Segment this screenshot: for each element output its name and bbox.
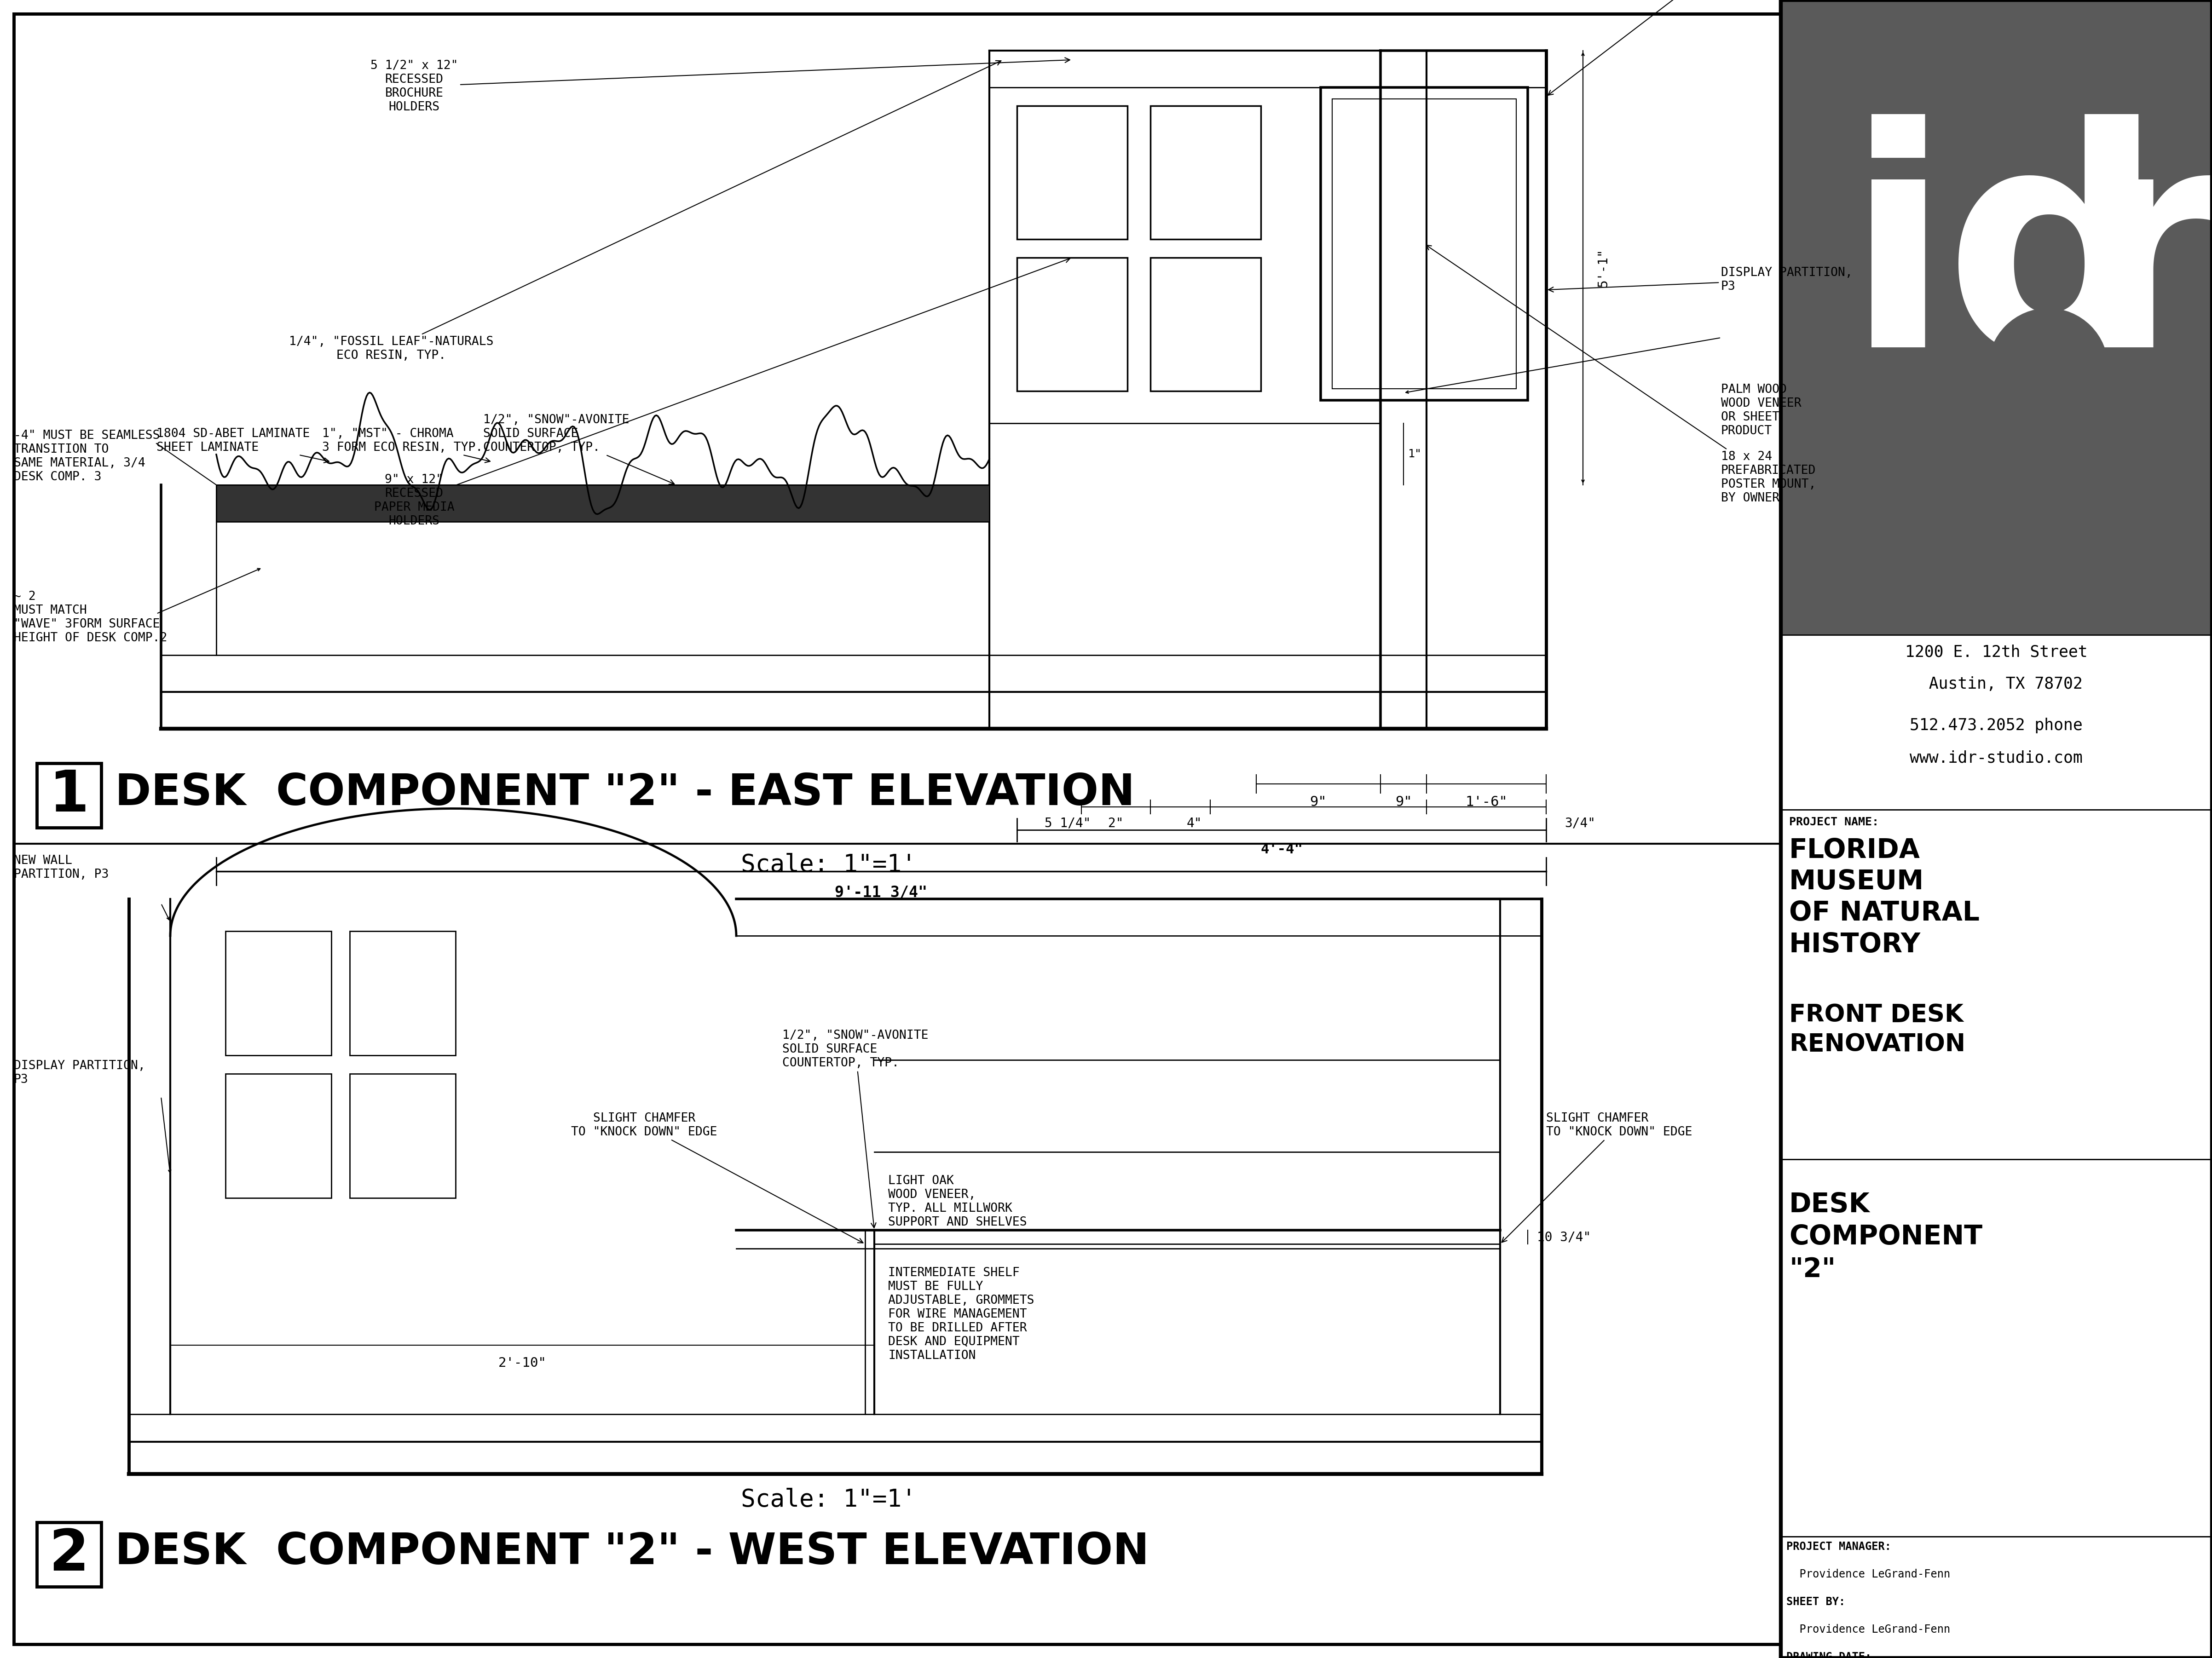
Bar bbox=[1018, 257, 1128, 391]
Bar bbox=[1781, 0, 2212, 1658]
Text: NEW WALL
PARTITION, P3: NEW WALL PARTITION, P3 bbox=[13, 856, 108, 880]
Text: 1/2", "SNOW"-AVONITE
SOLID SURFACE
COUNTERTOP, TYP.: 1/2", "SNOW"-AVONITE SOLID SURFACE COUNT… bbox=[482, 414, 675, 484]
Text: 2: 2 bbox=[49, 1527, 88, 1582]
Text: 1: 1 bbox=[49, 768, 88, 824]
Bar bbox=[1150, 106, 1261, 239]
Text: 512.473.2052 phone: 512.473.2052 phone bbox=[1909, 718, 2084, 733]
Bar bbox=[38, 1522, 102, 1587]
Text: 9": 9" bbox=[1310, 796, 1327, 809]
Text: SLIGHT CHAMFER
TO "KNOCK DOWN" EDGE: SLIGHT CHAMFER TO "KNOCK DOWN" EDGE bbox=[1502, 1113, 1692, 1242]
Text: 18 x 24
PREFABRICATED
POSTER MOUNT,
BY OWNER: 18 x 24 PREFABRICATED POSTER MOUNT, BY O… bbox=[1427, 245, 1816, 504]
Text: LIGHT OAK
WOOD VENEER,
TYP. ALL MILLWORK
SUPPORT AND SHELVES: LIGHT OAK WOOD VENEER, TYP. ALL MILLWORK… bbox=[887, 1176, 1026, 1229]
Bar bbox=[349, 932, 456, 1056]
Text: www.idr-studio.com: www.idr-studio.com bbox=[1909, 749, 2084, 766]
Bar bbox=[1781, 1537, 2212, 1658]
Text: DISPLAY PARTITION,
P3: DISPLAY PARTITION, P3 bbox=[13, 1059, 146, 1086]
Text: 4": 4" bbox=[1186, 817, 1201, 831]
Bar bbox=[349, 1074, 456, 1199]
Bar bbox=[1321, 88, 1528, 400]
Bar bbox=[1781, 635, 2212, 809]
Text: r: r bbox=[2075, 114, 2212, 411]
Circle shape bbox=[1989, 308, 2108, 428]
Text: 3/4": 3/4" bbox=[1564, 817, 1595, 831]
Text: Providence LeGrand-Fenn: Providence LeGrand-Fenn bbox=[1787, 1623, 1951, 1635]
Text: DRAWING DATE:: DRAWING DATE: bbox=[1787, 1651, 1871, 1658]
Bar bbox=[13, 13, 1781, 1645]
Text: 1'-6": 1'-6" bbox=[1464, 796, 1506, 809]
Text: i: i bbox=[1845, 114, 1951, 411]
Text: PROJECT NAME:: PROJECT NAME: bbox=[1790, 817, 1878, 827]
Text: 10 3/4": 10 3/4" bbox=[1537, 1230, 1590, 1244]
Text: ~ 2
MUST MATCH
"WAVE" 3FORM SURFACE
HEIGHT OF DESK COMP.2: ~ 2 MUST MATCH "WAVE" 3FORM SURFACE HEIG… bbox=[13, 590, 168, 643]
Text: 4'-4": 4'-4" bbox=[1261, 842, 1303, 856]
Text: DISPLAY PARTITION,
P3: DISPLAY PARTITION, P3 bbox=[1548, 267, 1851, 292]
Text: 2'-10": 2'-10" bbox=[498, 1356, 546, 1370]
Text: SLIGHT CHAMFER
TO "KNOCK DOWN" EDGE: SLIGHT CHAMFER TO "KNOCK DOWN" EDGE bbox=[571, 1113, 863, 1244]
Text: 1200 E. 12th Street: 1200 E. 12th Street bbox=[1905, 643, 2088, 660]
Text: PROJECT MANAGER:: PROJECT MANAGER: bbox=[1787, 1542, 1891, 1552]
Text: 1/4", "FOSSIL LEAF"-NATURALS
ECO RESIN, TYP.: 1/4", "FOSSIL LEAF"-NATURALS ECO RESIN, … bbox=[290, 61, 1002, 361]
Text: 1", "MST" - CHROMA
3 FORM ECO RESIN, TYP.: 1", "MST" - CHROMA 3 FORM ECO RESIN, TYP… bbox=[323, 428, 491, 463]
Bar bbox=[1150, 257, 1261, 391]
Text: 1/2", "SNOW"-AVONITE
SOLID SURFACE
COUNTERTOP, TYP.: 1/2", "SNOW"-AVONITE SOLID SURFACE COUNT… bbox=[783, 1030, 929, 1229]
Text: 5 1/2" x 12"
RECESSED
BROCHURE
HOLDERS: 5 1/2" x 12" RECESSED BROCHURE HOLDERS bbox=[369, 58, 1071, 113]
Text: DESK  COMPONENT "2" - EAST ELEVATION: DESK COMPONENT "2" - EAST ELEVATION bbox=[115, 773, 1135, 814]
Text: Providence LeGrand-Fenn: Providence LeGrand-Fenn bbox=[1787, 1568, 1951, 1580]
Text: INTERMEDIATE SHELF
MUST BE FULLY
ADJUSTABLE, GROMMETS
FOR WIRE MANAGEMENT
TO BE : INTERMEDIATE SHELF MUST BE FULLY ADJUSTA… bbox=[887, 1267, 1035, 1361]
Bar bbox=[38, 763, 102, 827]
Text: DESK  COMPONENT "2" - WEST ELEVATION: DESK COMPONENT "2" - WEST ELEVATION bbox=[115, 1530, 1150, 1573]
Text: 9" x 12"
RECESSED
PAPER MEDIA
HOLDERS: 9" x 12" RECESSED PAPER MEDIA HOLDERS bbox=[374, 259, 1071, 527]
Text: 1804 SD-ABET LAMINATE
SHEET LAMINATE: 1804 SD-ABET LAMINATE SHEET LAMINATE bbox=[157, 428, 330, 463]
Text: 5'-1": 5'-1" bbox=[1597, 249, 1610, 287]
Text: FRONT DESK
RENOVATION: FRONT DESK RENOVATION bbox=[1790, 1003, 1966, 1056]
Text: DESK
COMPONENT
"2": DESK COMPONENT "2" bbox=[1790, 1192, 1982, 1283]
Bar bbox=[226, 1074, 332, 1199]
Text: Scale: 1"=1': Scale: 1"=1' bbox=[741, 852, 916, 877]
Bar bbox=[217, 484, 989, 522]
Text: 9": 9" bbox=[1396, 796, 1411, 809]
Bar bbox=[1781, 809, 2212, 1159]
Bar bbox=[1781, 0, 2212, 1658]
Text: Scale: 1"=1': Scale: 1"=1' bbox=[741, 1487, 916, 1512]
Text: 1": 1" bbox=[1409, 449, 1422, 459]
Text: 2": 2" bbox=[1108, 817, 1124, 831]
Text: FLORIDA
MUSEUM
OF NATURAL
HISTORY: FLORIDA MUSEUM OF NATURAL HISTORY bbox=[1790, 837, 1980, 958]
Bar bbox=[1781, 0, 2212, 635]
Text: 9'-11 3/4": 9'-11 3/4" bbox=[834, 885, 927, 900]
Text: PALM WOOD
WOOD VENEER
OR SHEET
PRODUCT: PALM WOOD WOOD VENEER OR SHEET PRODUCT bbox=[1721, 383, 1801, 438]
Text: NEW WALL
PARTITION BEYOND,
P3: NEW WALL PARTITION BEYOND, P3 bbox=[1548, 0, 1845, 95]
Bar bbox=[13, 13, 1781, 1645]
Text: d: d bbox=[1944, 114, 2163, 411]
Bar bbox=[1018, 106, 1128, 239]
Bar bbox=[1332, 99, 1515, 388]
Bar bbox=[226, 932, 332, 1056]
Text: SHEET BY:: SHEET BY: bbox=[1787, 1597, 1845, 1607]
Text: Austin, TX 78702: Austin, TX 78702 bbox=[1909, 676, 2084, 691]
Text: 5 1/4": 5 1/4" bbox=[1044, 817, 1091, 831]
Text: -4" MUST BE SEAMLESS
TRANSITION TO
SAME MATERIAL, 3/4
DESK COMP. 3: -4" MUST BE SEAMLESS TRANSITION TO SAME … bbox=[13, 429, 159, 482]
Bar bbox=[1781, 1159, 2212, 1537]
